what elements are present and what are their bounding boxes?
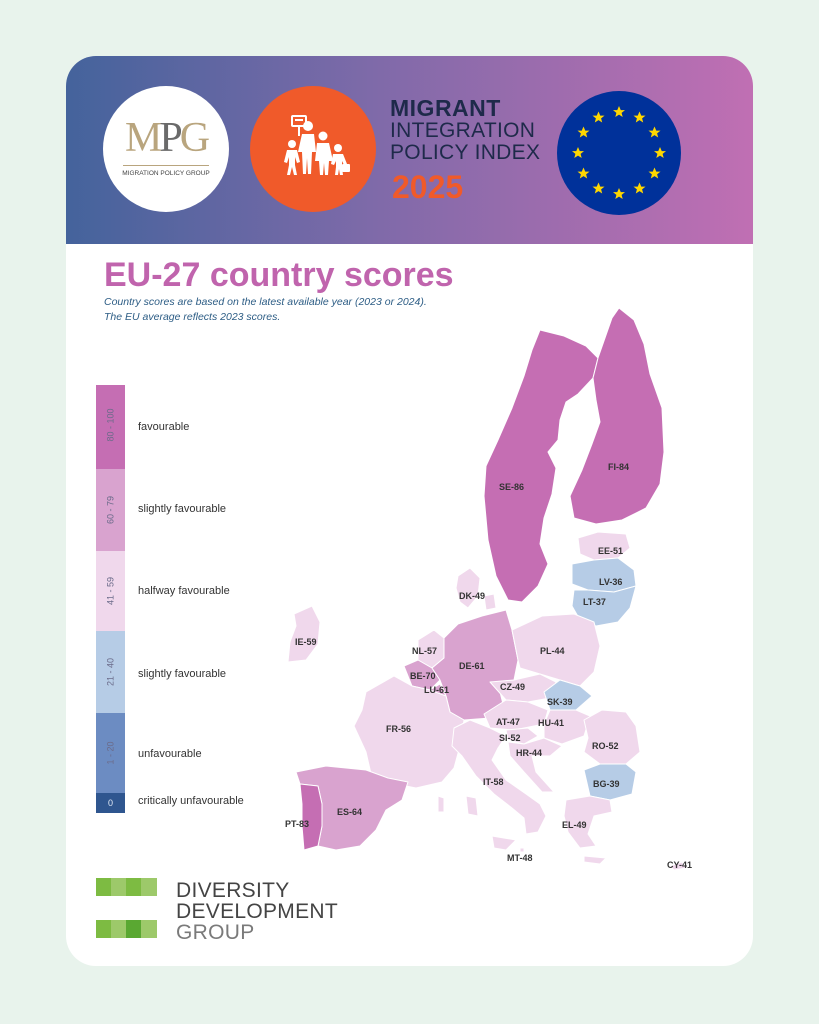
- legend-swatch-60-79: 60 - 79: [96, 469, 125, 551]
- country-label-CY: CY-41: [667, 860, 692, 870]
- country-SI: [505, 727, 539, 745]
- country-SE: [483, 329, 599, 603]
- country-labels: SE-86 FI-84 EE-51 LV-36 LT-37 DK-49 IE-5…: [285, 462, 692, 870]
- eu-choropleth-map: SE-86 FI-84 EE-51 LV-36 LT-37 DK-49 IE-5…: [285, 307, 692, 871]
- country-HR: [507, 737, 563, 793]
- infographic-card: MPG MIGRATION POLICY GROUP: [66, 56, 753, 966]
- page-title: EU-27 country scores: [104, 256, 454, 294]
- subtitle-line2: The EU average reflects 2023 scores.: [104, 311, 281, 323]
- header-banner: MPG MIGRATION POLICY GROUP: [66, 56, 753, 244]
- legend-label: unfavourable: [138, 748, 202, 760]
- footer-line3: GROUP: [176, 921, 255, 944]
- country-IT: [451, 719, 547, 851]
- country-EL: [563, 795, 613, 865]
- country-PL: [511, 613, 601, 687]
- country-label-DK: DK-49: [459, 591, 485, 601]
- migration-policy-group-logo: MPG MIGRATION POLICY GROUP: [103, 86, 229, 212]
- legend-range: 0: [107, 798, 113, 808]
- country-label-AT: AT-47: [496, 717, 520, 727]
- country-RO: [583, 709, 641, 765]
- country-DK: [455, 567, 497, 611]
- eu-flag-icon: [557, 91, 681, 215]
- country-label-IT: IT-58: [483, 777, 504, 787]
- legend-swatch-80-100: 80 - 100: [96, 385, 125, 469]
- mipex-title-line2: INTEGRATION: [390, 119, 536, 143]
- country-AT: [483, 699, 549, 731]
- country-label-SI: SI-52: [499, 733, 521, 743]
- mpg-logo-rule: [123, 165, 209, 166]
- country-label-PL: PL-44: [540, 646, 565, 656]
- country-MT: [519, 847, 525, 853]
- footer-line1: DIVERSITY: [176, 879, 290, 902]
- legend-swatch-1-20: 1 - 20: [96, 713, 125, 793]
- legend-label: halfway favourable: [138, 585, 230, 597]
- country-label-CZ: CZ-49: [500, 682, 525, 692]
- country-LT: [571, 585, 637, 627]
- country-label-FR: FR-56: [386, 724, 411, 734]
- diversity-development-group-logo-icon: [96, 878, 157, 938]
- legend-swatch-41-59: 41 - 59: [96, 551, 125, 631]
- country-IE: [287, 605, 321, 663]
- legend-swatch-21-40: 21 - 40: [96, 631, 125, 713]
- family-icon: [250, 86, 376, 212]
- country-label-DE: DE-61: [459, 661, 485, 671]
- legend-swatch-0: 0: [96, 793, 125, 813]
- subtitle-line1: Country scores are based on the latest a…: [104, 296, 427, 308]
- country-label-EL: EL-49: [562, 820, 587, 830]
- country-label-HU: HU-41: [538, 718, 564, 728]
- legend-label: favourable: [138, 421, 190, 433]
- footer-line2: DEVELOPMENT: [176, 900, 338, 923]
- country-label-MT: MT-48: [507, 853, 533, 863]
- mipex-title-line1: MIGRANT: [390, 95, 501, 121]
- country-label-IE: IE-59: [295, 637, 317, 647]
- country-label-LV: LV-36: [599, 577, 622, 587]
- country-label-BG: BG-39: [593, 779, 620, 789]
- country-label-LT: LT-37: [583, 597, 606, 607]
- country-label-HR: HR-44: [516, 748, 542, 758]
- country-label-SK: SK-39: [547, 697, 573, 707]
- country-label-RO: RO-52: [592, 741, 619, 751]
- mpg-logo-letters: MPG: [124, 115, 210, 161]
- country-label-EE: EE-51: [598, 546, 623, 556]
- country-CY: [669, 861, 687, 871]
- country-FI: [569, 307, 665, 525]
- country-label-PT: PT-83: [285, 819, 309, 829]
- mipex-year: 2025: [392, 169, 464, 205]
- country-label-FI: FI-84: [608, 462, 629, 472]
- legend-label: slightly favourable: [138, 503, 227, 515]
- country-EE: [577, 531, 631, 561]
- legend-label: slightly favourable: [138, 668, 227, 680]
- mipex-title-line3: POLICY INDEX: [390, 141, 541, 165]
- country-label-ES: ES-64: [337, 807, 362, 817]
- legend-label: critically unfavourable: [138, 795, 244, 807]
- country-label-LU: LU-61: [424, 685, 449, 695]
- country-label-NL: NL-57: [412, 646, 437, 656]
- country-label-BE: BE-70: [410, 671, 436, 681]
- mipex-title: MIGRANT INTEGRATION POLICY INDEX: [390, 96, 540, 164]
- mpg-logo-caption: MIGRATION POLICY GROUP: [122, 170, 210, 177]
- country-PT: [299, 783, 323, 851]
- country-label-SE: SE-86: [499, 482, 524, 492]
